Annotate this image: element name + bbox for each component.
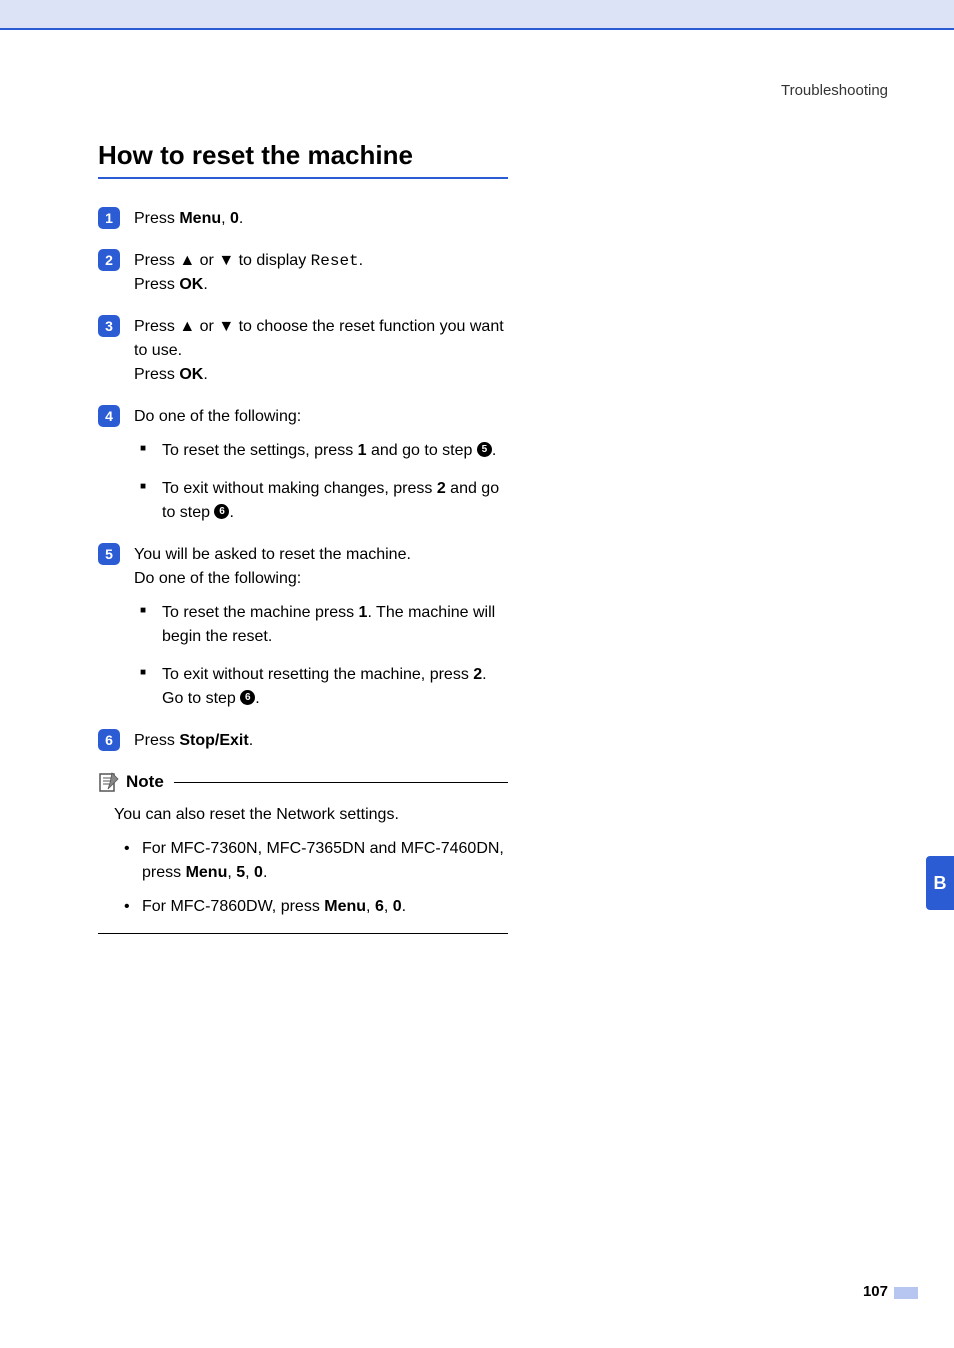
step2-t1: Press bbox=[134, 252, 179, 269]
s5b-t1: To exit without resetting the machine, p… bbox=[162, 666, 473, 683]
step-num-6: 6 bbox=[98, 729, 120, 751]
note-item-a: For MFC-7360N, MFC-7365DN and MFC-7460DN… bbox=[124, 837, 508, 885]
s4b-t1: To exit without making changes, press bbox=[162, 480, 437, 497]
step-5: 5 You will be asked to reset the machine… bbox=[98, 543, 508, 711]
down-arrow-icon: ▼ bbox=[218, 318, 234, 335]
step5-sub-a: To reset the machine press 1. The machin… bbox=[140, 601, 508, 649]
step2-l2a: Press bbox=[134, 276, 179, 293]
nb-b2: 6 bbox=[375, 898, 384, 915]
note-intro: You can also reset the Network settings. bbox=[114, 803, 508, 827]
step2-l2c: . bbox=[203, 276, 207, 293]
s4b-t3: . bbox=[229, 504, 233, 521]
step-num-2: 2 bbox=[98, 249, 120, 271]
step-2: 2 Press ▲ or ▼ to display Reset. Press O… bbox=[98, 249, 508, 297]
na-b3: 0 bbox=[254, 864, 263, 881]
up-arrow-icon: ▲ bbox=[179, 318, 195, 335]
step2-t2: or bbox=[195, 252, 218, 269]
note-body: You can also reset the Network settings.… bbox=[114, 803, 508, 919]
s4a-b1: 1 bbox=[358, 442, 367, 459]
step-num-5: 5 bbox=[98, 543, 120, 565]
step1-dot: . bbox=[239, 210, 243, 227]
section-title: How to reset the machine bbox=[98, 140, 508, 179]
step3-l2c: . bbox=[203, 366, 207, 383]
step4-sublist: To reset the settings, press 1 and go to… bbox=[134, 439, 508, 525]
step-num-1: 1 bbox=[98, 207, 120, 229]
chapter-tab[interactable]: B bbox=[926, 856, 954, 910]
nb-t2: , bbox=[366, 898, 375, 915]
nb-b3: 0 bbox=[393, 898, 402, 915]
step2-t3: to display bbox=[234, 252, 310, 269]
na-t2: , bbox=[227, 864, 236, 881]
step5-intro2: Do one of the following: bbox=[134, 570, 301, 587]
note-item-b: For MFC-7860DW, press Menu, 6, 0. bbox=[124, 895, 508, 919]
step3-t2: or bbox=[195, 318, 218, 335]
step1-text: Press bbox=[134, 210, 179, 227]
step3-t1: Press bbox=[134, 318, 179, 335]
step5-sublist: To reset the machine press 1. The machin… bbox=[134, 601, 508, 711]
page-number: 107 bbox=[863, 1283, 888, 1300]
step1-c1: , bbox=[221, 210, 230, 227]
step-1: 1 Press Menu, 0. bbox=[98, 207, 508, 231]
note-header-line bbox=[174, 782, 508, 783]
s5a-t1: To reset the machine press bbox=[162, 604, 359, 621]
down-arrow-icon: ▼ bbox=[218, 252, 234, 269]
na-b2: 5 bbox=[236, 864, 245, 881]
step-3: 3 Press ▲ or ▼ to choose the reset funct… bbox=[98, 315, 508, 387]
step4-sub-b: To exit without making changes, press 2 … bbox=[140, 477, 508, 525]
step4-intro: Do one of the following: bbox=[134, 408, 301, 425]
step5-sub-b: To exit without resetting the machine, p… bbox=[140, 663, 508, 711]
na-t3: , bbox=[245, 864, 254, 881]
s4a-t3: . bbox=[492, 442, 496, 459]
page-number-bar bbox=[894, 1287, 918, 1299]
na-b1: Menu bbox=[186, 864, 228, 881]
s4b-b1: 2 bbox=[437, 480, 446, 497]
step5-intro1: You will be asked to reset the machine. bbox=[134, 546, 411, 563]
step-6: 6 Press Stop/Exit. bbox=[98, 729, 508, 753]
step2-ok: OK bbox=[179, 276, 203, 293]
header-band bbox=[0, 0, 954, 30]
note-header: Note bbox=[98, 771, 508, 793]
up-arrow-icon: ▲ bbox=[179, 252, 195, 269]
circle-ref-5-icon: 5 bbox=[477, 442, 492, 457]
circle-ref-6-icon: 6 bbox=[240, 690, 255, 705]
main-content: How to reset the machine 1 Press Menu, 0… bbox=[98, 140, 508, 934]
s4a-t1: To reset the settings, press bbox=[162, 442, 358, 459]
note-title: Note bbox=[126, 772, 164, 792]
step6-b1: Stop/Exit bbox=[179, 732, 248, 749]
s4a-t2: and go to step bbox=[367, 442, 477, 459]
step2-t4: . bbox=[359, 252, 363, 269]
note-bottom-line bbox=[98, 933, 508, 934]
step-num-4: 4 bbox=[98, 405, 120, 427]
step3-l2a: Press bbox=[134, 366, 179, 383]
step1-zero: 0 bbox=[230, 210, 239, 227]
note-icon bbox=[98, 771, 120, 793]
step-num-3: 3 bbox=[98, 315, 120, 337]
step1-menu: Menu bbox=[179, 210, 221, 227]
nb-t1: For MFC-7860DW, press bbox=[142, 898, 324, 915]
step6-t1: Press bbox=[134, 732, 179, 749]
s5b-b1: 2 bbox=[473, 666, 482, 683]
nb-t4: . bbox=[402, 898, 406, 915]
step-4: 4 Do one of the following: To reset the … bbox=[98, 405, 508, 525]
circle-ref-6-icon: 6 bbox=[214, 504, 229, 519]
note-block: Note You can also reset the Network sett… bbox=[98, 771, 508, 934]
step4-sub-a: To reset the settings, press 1 and go to… bbox=[140, 439, 508, 463]
s5b-t3: . bbox=[255, 690, 259, 707]
breadcrumb: Troubleshooting bbox=[781, 82, 888, 99]
na-t4: . bbox=[263, 864, 267, 881]
step2-reset-code: Reset bbox=[311, 252, 359, 270]
step6-t2: . bbox=[249, 732, 253, 749]
nb-t3: , bbox=[384, 898, 393, 915]
nb-b1: Menu bbox=[324, 898, 366, 915]
step3-ok: OK bbox=[179, 366, 203, 383]
